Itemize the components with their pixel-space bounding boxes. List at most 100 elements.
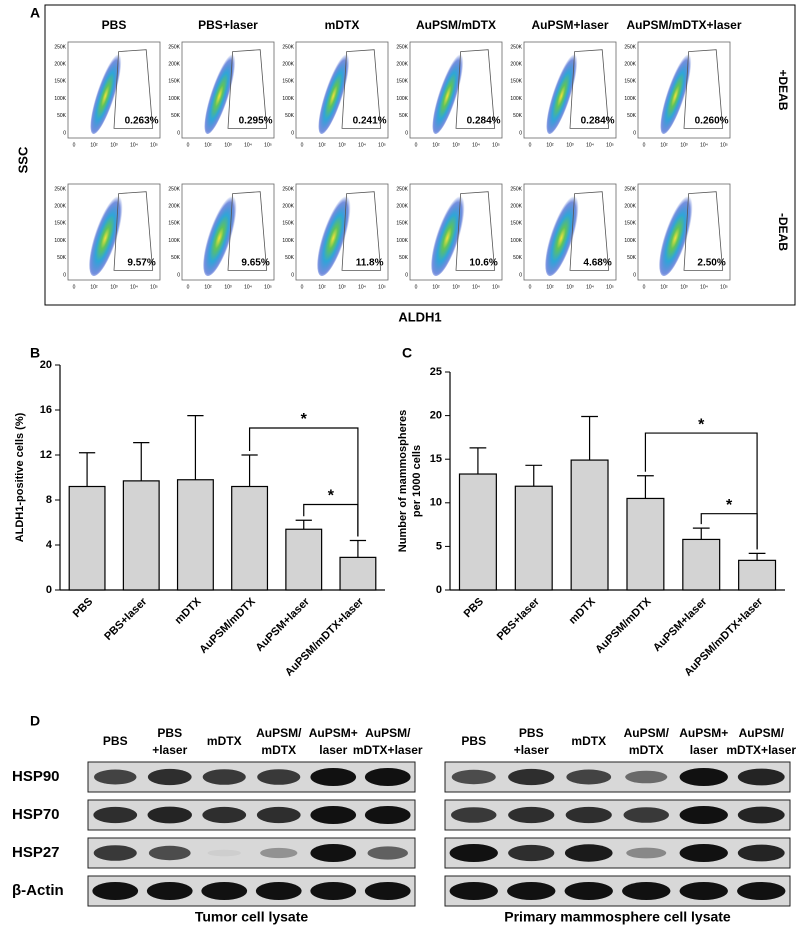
y-axis-label: ALDH1-positive cells (%) xyxy=(14,412,26,542)
panel-label: D xyxy=(30,713,40,729)
flow-y-tick: 200K xyxy=(282,204,294,210)
flow-y-tick: 100K xyxy=(624,96,636,102)
flow-y-tick: 50K xyxy=(57,255,67,261)
flow-y-tick: 0 xyxy=(63,272,66,278)
flow-x-tick: 10⁵ xyxy=(264,142,272,148)
protein-label: HSP90 xyxy=(12,768,60,785)
band xyxy=(310,768,357,786)
gate-percentage: 9.65% xyxy=(241,257,269,268)
flow-y-tick: 150K xyxy=(54,221,66,227)
flow-y-tick: 50K xyxy=(171,255,181,261)
column-header: AuPSM/mDTX+laser xyxy=(626,18,741,32)
bar xyxy=(514,485,553,591)
band xyxy=(201,882,248,900)
band xyxy=(679,882,728,900)
flow-y-tick: 250K xyxy=(168,186,180,192)
error-bar xyxy=(637,475,654,499)
flow-y-tick: 150K xyxy=(54,79,66,85)
flow-x-tick: 10⁴ xyxy=(586,142,594,148)
density-cloud xyxy=(203,191,238,277)
flow-y-tick: 200K xyxy=(282,62,294,68)
gate xyxy=(227,191,268,271)
band xyxy=(451,769,496,785)
axis-label: SSC xyxy=(15,146,30,173)
flow-y-tick: 50K xyxy=(57,113,67,119)
gate xyxy=(341,191,382,271)
gate-percentage: 4.68% xyxy=(583,257,611,268)
flow-x-tick: 10³ xyxy=(110,284,118,290)
band xyxy=(310,882,357,900)
lane-label: AuPSM/ xyxy=(739,726,785,740)
gate-percentage: 0.284% xyxy=(581,115,615,126)
band xyxy=(256,806,301,824)
band xyxy=(260,847,298,859)
flow-x-tick: 0 xyxy=(73,142,76,148)
y-tick-label: 10 xyxy=(430,497,442,509)
flow-x-tick: 10⁵ xyxy=(150,284,158,290)
row-label: +DEAB xyxy=(776,69,790,110)
flow-x-tick: 10² xyxy=(432,142,440,148)
flow-x-tick: 10⁴ xyxy=(472,284,480,290)
flow-x-tick: 0 xyxy=(643,284,646,290)
y-axis-label: per 1000 cells xyxy=(411,445,423,517)
lane-label: mDTX xyxy=(629,743,664,757)
error-bar xyxy=(241,454,258,487)
band xyxy=(623,807,670,823)
error-bar xyxy=(133,442,150,481)
flow-y-tick: 100K xyxy=(396,96,408,102)
band xyxy=(564,882,613,900)
blot-strip xyxy=(444,875,791,907)
error-bar xyxy=(78,452,96,487)
gate xyxy=(683,49,724,129)
x-tick-label: AuPSM+laser xyxy=(651,595,710,654)
error-bar xyxy=(469,447,487,475)
lane-label: PBS xyxy=(519,726,544,740)
y-tick-label: 4 xyxy=(46,539,53,551)
lane-label: PBS xyxy=(103,734,128,748)
flow-y-tick: 200K xyxy=(168,62,180,68)
flow-x-tick: 10⁵ xyxy=(606,284,614,290)
flow-y-tick: 250K xyxy=(282,186,294,192)
gate xyxy=(455,49,496,129)
blot-strip xyxy=(87,761,416,793)
gate xyxy=(341,49,382,129)
band xyxy=(737,768,785,786)
flow-y-tick: 50K xyxy=(513,255,523,261)
flow-x-tick: 10³ xyxy=(566,284,574,290)
flow-x-tick: 10² xyxy=(318,142,326,148)
flow-x-tick: 0 xyxy=(301,284,304,290)
band xyxy=(310,806,357,824)
x-tick-label: PBS+laser xyxy=(495,595,543,643)
bar xyxy=(122,480,160,591)
flow-y-tick: 100K xyxy=(510,238,522,244)
flow-y-tick: 200K xyxy=(624,204,636,210)
flow-y-tick: 100K xyxy=(624,238,636,244)
flow-y-tick: 200K xyxy=(54,204,66,210)
flow-y-tick: 250K xyxy=(510,44,522,50)
significance-mark: * xyxy=(301,411,308,428)
flow-y-tick: 0 xyxy=(177,130,180,136)
density-cloud xyxy=(545,191,580,277)
blot-strip xyxy=(444,799,791,831)
axis-label: ALDH1 xyxy=(398,309,441,324)
band xyxy=(147,806,192,824)
band xyxy=(565,806,612,824)
x-tick-label: PBS+laser xyxy=(102,595,150,643)
density-cloud xyxy=(90,49,123,135)
flow-y-tick: 200K xyxy=(168,204,180,210)
error-bar xyxy=(748,552,766,561)
x-tick-label: AuPSM/mDTX xyxy=(593,595,654,656)
gate-percentage: 0.295% xyxy=(239,115,273,126)
gate-percentage: 11.8% xyxy=(356,257,384,268)
y-tick-label: 20 xyxy=(40,359,52,371)
flow-y-tick: 50K xyxy=(399,113,409,119)
flow-y-tick: 200K xyxy=(54,62,66,68)
gate xyxy=(569,49,610,129)
band xyxy=(508,806,555,824)
flow-y-tick: 250K xyxy=(282,44,294,50)
gate xyxy=(569,191,610,271)
flow-x-tick: 10³ xyxy=(338,284,346,290)
flow-y-tick: 100K xyxy=(54,238,66,244)
